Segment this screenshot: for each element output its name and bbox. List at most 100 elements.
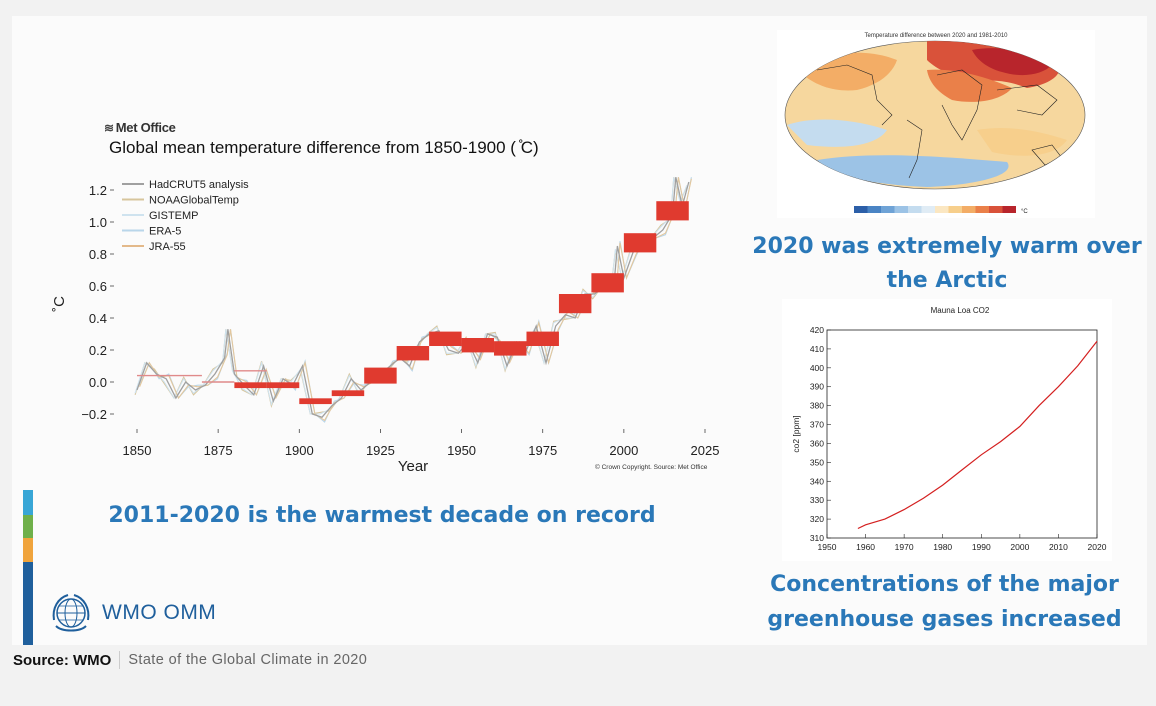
colorbar-swatch (975, 206, 989, 213)
co2-chart-panel: Mauna Loa CO2 1950 1960 1970 1980 1990 2000 20… (782, 299, 1112, 561)
co2-plot-frame (826, 329, 1098, 539)
co2-y-tick-label: 350 (810, 457, 824, 467)
co2-x-tick-label: 2020 (1088, 542, 1107, 552)
decadal-mean-box (396, 346, 430, 361)
y-tick-label: 0.2 (89, 343, 107, 358)
co2-x-tick-label: 2010 (1049, 542, 1068, 552)
y-axis-label: ˚C (51, 296, 68, 312)
decadal-mean-box (234, 382, 267, 389)
map-southern-cool-region (817, 155, 1009, 187)
decadal-mean-box (299, 398, 332, 405)
co2-y-tick-label: 370 (810, 420, 824, 430)
ensemble-series-line (139, 177, 692, 423)
colorbar-swatch (854, 206, 868, 213)
wmo-logo: WMO OMM (48, 588, 216, 638)
co2-y-tick-label: 390 (810, 382, 824, 392)
met-office-wave-icon: ≋ (104, 121, 114, 135)
legend-entry: GISTEMP (149, 210, 199, 222)
map-continent-outlines (816, 64, 1063, 179)
color-strip-blue (23, 562, 33, 645)
source-line: Source: WMO State of the Global Climate … (13, 651, 367, 669)
decadal-mean-box (494, 341, 527, 356)
slide: ≋ Met Office Global mean temperature diff… (12, 16, 1147, 645)
co2-x-tick-label: 1950 (818, 542, 837, 552)
y-tick-label: 1.0 (89, 215, 107, 230)
wmo-logo-text: WMO OMM (102, 601, 217, 624)
x-tick-label: 1875 (204, 443, 233, 458)
co2-y-tick-label: 310 (810, 533, 824, 543)
ensemble-series-line (139, 177, 692, 422)
legend-entry: HadCRUT5 analysis (149, 179, 249, 191)
color-strip-orange (23, 538, 33, 562)
legend-entry: NOAAGlobalTemp (149, 195, 239, 207)
co2-x-tick-label: 1990 (972, 542, 991, 552)
co2-y-tick-label: 330 (810, 495, 824, 505)
map-title: Temperature difference between 2020 and … (864, 33, 1008, 39)
decadal-mean-box (656, 201, 689, 221)
x-tick-label: 1900 (285, 443, 314, 458)
co2-x-tick-label: 2000 (1010, 542, 1029, 552)
headline-greenhouse-gases: Concentrations of the major greenhouse g… (757, 567, 1132, 637)
x-tick-label: 1950 (447, 443, 476, 458)
colorbar-swatch (894, 206, 908, 213)
co2-x-tick-label: 1970 (895, 542, 914, 552)
colorbar-swatch (881, 206, 895, 213)
headline-warmest-decade: 2011-2020 is the warmest decade on recor… (108, 503, 656, 528)
map-indian-ocean-region (977, 128, 1067, 156)
decadal-mean-box (364, 367, 397, 384)
colorbar-swatch (908, 206, 922, 213)
legend-entry: JRA-55 (149, 241, 186, 253)
hadcrut5-series-line (136, 177, 690, 418)
decadal-mean-box (331, 390, 365, 397)
un-globe-icon (52, 594, 90, 632)
decadal-mean-box (526, 331, 559, 346)
colorbar-swatch (867, 206, 881, 213)
decadal-mean-box (461, 338, 495, 353)
map-europe-asia-region (927, 69, 1012, 102)
colorbar-swatch (1002, 206, 1016, 213)
color-strip-cyan (23, 490, 33, 515)
co2-y-tick-label: 420 (810, 325, 824, 335)
co2-y-tick-label: 400 (810, 363, 824, 373)
co2-y-axis-label: co2 [ppm] (791, 415, 801, 452)
headline-ghg-line-1: Concentrations of the major (770, 572, 1119, 597)
headline-arctic: 2020 was extremely warm over the Arctic (747, 230, 1147, 298)
co2-x-tick-label: 1980 (933, 542, 952, 552)
chart-title: Global mean temperature difference from … (109, 138, 539, 157)
decadal-mean-box (591, 273, 624, 293)
y-tick-label: 0.8 (89, 247, 107, 262)
decadal-mean-box (429, 331, 462, 346)
co2-y-tick-label: 380 (810, 401, 824, 411)
x-tick-label: 1925 (366, 443, 395, 458)
legend-entry: ERA-5 (149, 226, 181, 238)
co2-series-line (857, 340, 1098, 530)
co2-y-tick-label: 410 (810, 344, 824, 354)
headline-arctic-line-1: 2020 was extremely warm over (752, 234, 1142, 259)
temperature-map: -10-5-3-2-1-0.500.5123510°C (784, 40, 1086, 215)
decadal-mean-box (266, 382, 300, 389)
y-tick-label: 0.0 (89, 375, 107, 390)
colorbar-swatch (962, 206, 976, 213)
x-tick-label: 1975 (528, 443, 557, 458)
colorbar-swatch (948, 206, 962, 213)
y-tick-label: 0.6 (89, 279, 107, 294)
co2-y-tick-label: 320 (810, 514, 824, 524)
source-separator (119, 651, 121, 669)
colorbar-swatch (935, 206, 949, 213)
y-tick-label: 0.4 (89, 311, 107, 326)
copyright-credit: © Crown Copyright. Source: Met Office (595, 463, 708, 471)
temperature-chart: 1850 1875 1900 1925 1950 1975 2000 2025 −0.2 0.0 0… (51, 177, 720, 475)
y-tick-label: −0.2 (81, 407, 107, 422)
x-tick-label: 2025 (691, 443, 720, 458)
colorbar-unit: °C (1021, 209, 1028, 215)
map-pacific-cool-region (787, 119, 887, 147)
x-tick-label: 1850 (123, 443, 152, 458)
headline-ghg-line-2: greenhouse gases increased (767, 607, 1122, 632)
co2-x-tick-label: 1960 (856, 542, 875, 552)
x-tick-label: 2000 (609, 443, 638, 458)
co2-chart: Mauna Loa CO2 1950 1960 1970 1980 1990 2000 20… (791, 306, 1107, 552)
decadal-mean-box (558, 294, 592, 314)
headline-arctic-line-2: the Arctic (886, 268, 1008, 293)
colorbar-swatch (921, 206, 935, 213)
y-tick-label: 1.2 (89, 183, 107, 198)
